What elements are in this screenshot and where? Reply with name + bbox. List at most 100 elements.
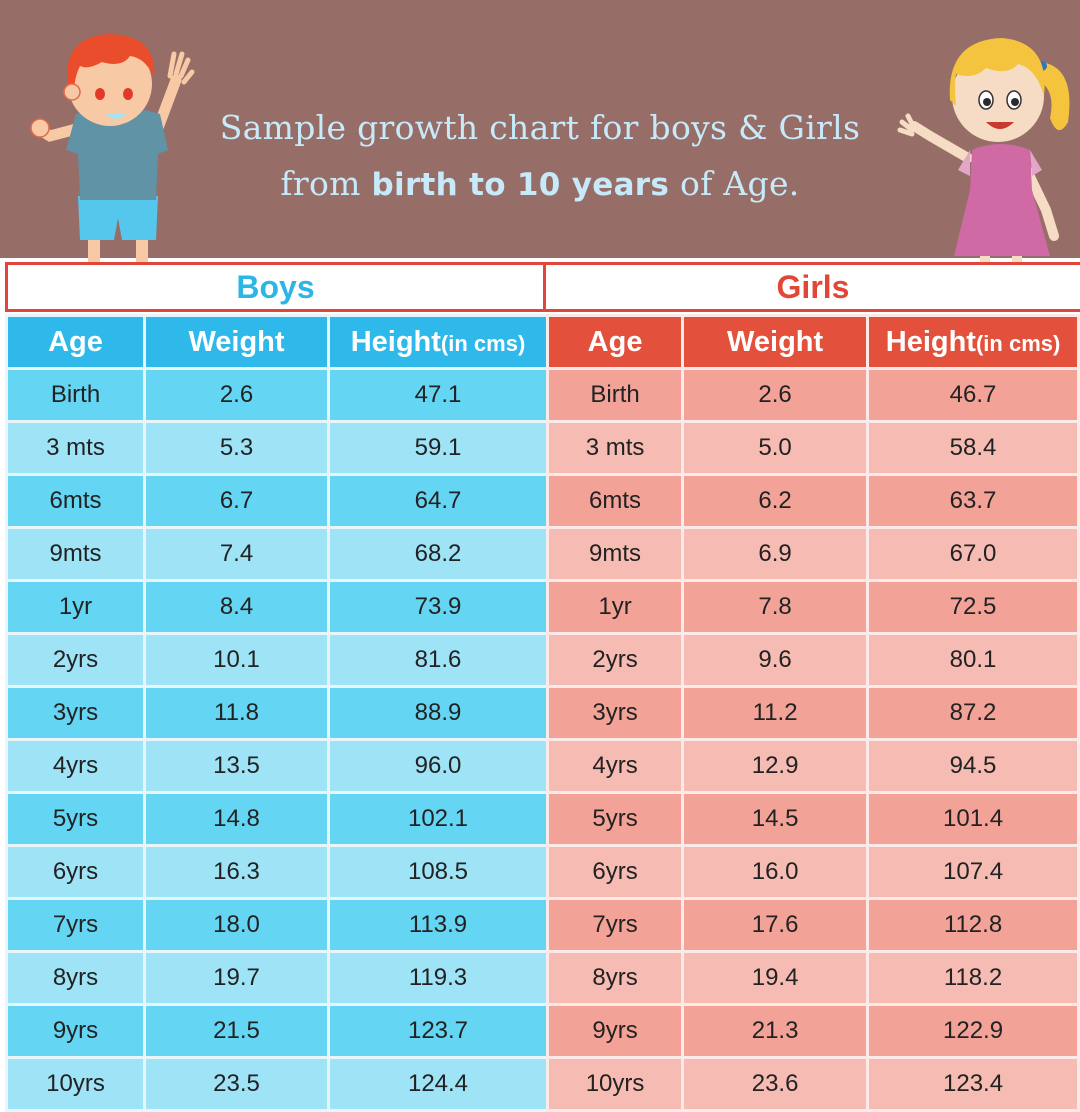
girls-age-cell: 10yrs xyxy=(545,1056,685,1112)
boys-section-title: Boys xyxy=(5,262,546,312)
girls-age-cell: 6mts xyxy=(545,473,685,529)
boys-height-cell: 124.4 xyxy=(327,1056,549,1112)
boys-height-cell: 59.1 xyxy=(327,420,549,476)
boys-age-cell: 4yrs xyxy=(5,738,146,794)
girls-weight-cell: 19.4 xyxy=(681,950,870,1006)
girls-height-header: Height(in cms) xyxy=(866,314,1080,370)
girls-age-cell: 1yr xyxy=(545,579,685,635)
boys-weight-cell: 10.1 xyxy=(143,632,330,688)
boys-height-cell: 123.7 xyxy=(327,1003,549,1059)
girls-age-cell: 7yrs xyxy=(545,897,685,953)
boys-table-row: 3 mts 5.3 59.1 xyxy=(5,420,549,476)
boys-height-cell: 119.3 xyxy=(327,950,549,1006)
girls-table-row: 6mts 6.2 63.7 xyxy=(545,473,1080,529)
girls-age-cell: Birth xyxy=(545,367,685,423)
boys-age-cell: 10yrs xyxy=(5,1056,146,1112)
boys-height-cell: 47.1 xyxy=(327,367,549,423)
girls-age-cell: 8yrs xyxy=(545,950,685,1006)
boys-weight-cell: 8.4 xyxy=(143,579,330,635)
boys-table-row: 9mts 7.4 68.2 xyxy=(5,526,549,582)
girls-height-cell: 80.1 xyxy=(866,632,1080,688)
boys-weight-cell: 7.4 xyxy=(143,526,330,582)
boys-weight-cell: 19.7 xyxy=(143,950,330,1006)
girls-age-cell: 5yrs xyxy=(545,791,685,847)
boys-age-cell: 8yrs xyxy=(5,950,146,1006)
boys-table-row: 1yr 8.4 73.9 xyxy=(5,579,549,635)
girls-weight-cell: 9.6 xyxy=(681,632,870,688)
girls-height-cell: 107.4 xyxy=(866,844,1080,900)
girls-height-cell: 122.9 xyxy=(866,1003,1080,1059)
girls-table-row: 8yrs 19.4 118.2 xyxy=(545,950,1080,1006)
boys-table-row: 10yrs 23.5 124.4 xyxy=(5,1056,549,1112)
boys-height-cell: 81.6 xyxy=(327,632,549,688)
boys-height-cell: 73.9 xyxy=(327,579,549,635)
boys-table-row: 5yrs 14.8 102.1 xyxy=(5,791,549,847)
boys-age-cell: 2yrs xyxy=(5,632,146,688)
boys-age-cell: Birth xyxy=(5,367,146,423)
boys-table-row: 7yrs 18.0 113.9 xyxy=(5,897,549,953)
girls-weight-cell: 2.6 xyxy=(681,367,870,423)
boys-table-row: 6yrs 16.3 108.5 xyxy=(5,844,549,900)
girls-age-cell: 9mts xyxy=(545,526,685,582)
girls-table-row: 10yrs 23.6 123.4 xyxy=(545,1056,1080,1112)
boy-illustration xyxy=(30,34,195,290)
girls-weight-cell: 21.3 xyxy=(681,1003,870,1059)
girls-table-row: 6yrs 16.0 107.4 xyxy=(545,844,1080,900)
girls-weight-cell: 6.2 xyxy=(681,473,870,529)
girls-height-cell: 112.8 xyxy=(866,897,1080,953)
girls-height-cell: 72.5 xyxy=(866,579,1080,635)
girls-table-row: 5yrs 14.5 101.4 xyxy=(545,791,1080,847)
girls-age-cell: 3 mts xyxy=(545,420,685,476)
boys-growth-table: Age Weight Height(in cms) Birth 2.6 47.1 3 … xyxy=(5,314,549,1112)
girls-table-row: Birth 2.6 46.7 xyxy=(545,367,1080,423)
girls-age-header: Age xyxy=(545,314,685,370)
boys-height-cell: 68.2 xyxy=(327,526,549,582)
girls-header-row: Age Weight Height(in cms) xyxy=(545,314,1080,370)
boys-weight-cell: 21.5 xyxy=(143,1003,330,1059)
girls-table-row: 7yrs 17.6 112.8 xyxy=(545,897,1080,953)
boys-age-cell: 3yrs xyxy=(5,685,146,741)
title-bold-range: birth to 10 years xyxy=(371,167,670,203)
boys-height-cell: 88.9 xyxy=(327,685,549,741)
girls-height-cell: 58.4 xyxy=(866,420,1080,476)
girls-weight-cell: 12.9 xyxy=(681,738,870,794)
boys-weight-cell: 14.8 xyxy=(143,791,330,847)
girls-weight-cell: 17.6 xyxy=(681,897,870,953)
boys-table-row: Birth 2.6 47.1 xyxy=(5,367,549,423)
boys-height-cell: 108.5 xyxy=(327,844,549,900)
boys-age-cell: 9mts xyxy=(5,526,146,582)
boys-age-cell: 1yr xyxy=(5,579,146,635)
boys-weight-cell: 16.3 xyxy=(143,844,330,900)
girls-table-row: 3yrs 11.2 87.2 xyxy=(545,685,1080,741)
girls-height-cell: 118.2 xyxy=(866,950,1080,1006)
title-line-2: from birth to 10 years of Age. xyxy=(280,164,800,203)
boys-height-cell: 96.0 xyxy=(327,738,549,794)
boys-age-cell: 6yrs xyxy=(5,844,146,900)
boys-header-row: Age Weight Height(in cms) xyxy=(5,314,549,370)
girls-age-cell: 9yrs xyxy=(545,1003,685,1059)
boys-height-cell: 64.7 xyxy=(327,473,549,529)
girls-height-cell: 46.7 xyxy=(866,367,1080,423)
boys-height-header: Height(in cms) xyxy=(327,314,549,370)
girls-age-cell: 4yrs xyxy=(545,738,685,794)
boys-height-cell: 113.9 xyxy=(327,897,549,953)
girls-table-row: 9yrs 21.3 122.9 xyxy=(545,1003,1080,1059)
boys-weight-cell: 5.3 xyxy=(143,420,330,476)
boys-weight-cell: 11.8 xyxy=(143,685,330,741)
girls-height-cell: 63.7 xyxy=(866,473,1080,529)
girls-growth-table: Age Weight Height(in cms) Birth 2.6 46.7 3 … xyxy=(545,314,1080,1112)
girls-weight-cell: 11.2 xyxy=(681,685,870,741)
boys-weight-cell: 2.6 xyxy=(143,367,330,423)
girls-weight-cell: 5.0 xyxy=(681,420,870,476)
girls-height-cell: 94.5 xyxy=(866,738,1080,794)
boys-table-row: 2yrs 10.1 81.6 xyxy=(5,632,549,688)
girls-weight-header: Weight xyxy=(681,314,870,370)
girls-table-row: 9mts 6.9 67.0 xyxy=(545,526,1080,582)
boys-weight-cell: 23.5 xyxy=(143,1056,330,1112)
boys-age-cell: 5yrs xyxy=(5,791,146,847)
boys-weight-header: Weight xyxy=(143,314,330,370)
boys-height-cell: 102.1 xyxy=(327,791,549,847)
chart-title: Sample growth chart for boys & Girls fro… xyxy=(150,100,930,213)
girls-weight-cell: 23.6 xyxy=(681,1056,870,1112)
